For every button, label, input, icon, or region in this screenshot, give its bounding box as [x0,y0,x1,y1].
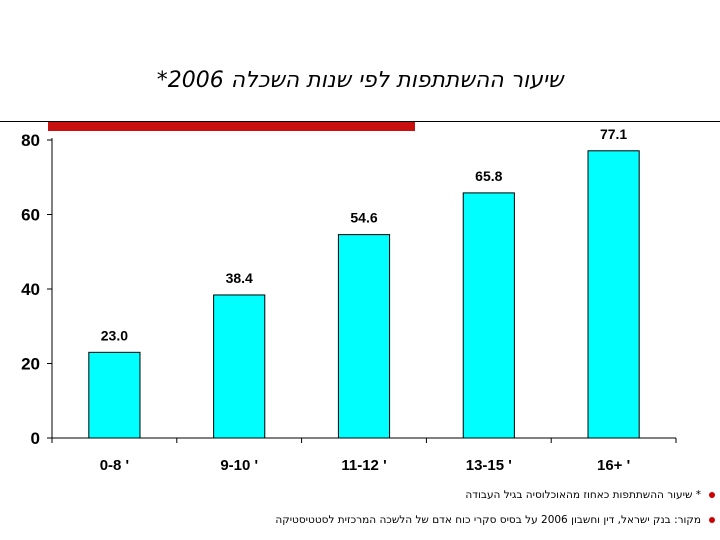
decorative-red-bar [48,122,415,131]
footnote-definition: * שיעור ההשתתפות כאחוז מהאוכלוסיה בגיל ה… [465,489,715,501]
y-tick-label: 60 [21,206,40,225]
data-label: 77.1 [600,126,627,142]
category-label: 16+ ' [597,457,630,474]
chart-bars [88,150,640,439]
bullet-icon [709,517,715,523]
data-label: 65.8 [475,168,502,184]
category-label: 11-12 ' [341,457,386,474]
bar [337,234,391,439]
bullet-icon [709,492,715,498]
chart-title: שיעור ההשתתפות לפי שנות השכלה 2006* [156,68,564,93]
data-label: 54.6 [350,210,377,226]
header-divider [0,121,720,122]
bar [88,351,141,439]
bar [587,150,640,439]
data-label: 38.4 [226,270,253,286]
data-label: 23.0 [101,327,128,343]
bar [213,294,266,439]
category-label: 13-15 ' [466,457,512,474]
y-tick-label: 80 [21,131,40,150]
category-label: 9-10 ' [220,457,258,474]
category-label: 0-8 ' [100,457,129,474]
y-tick-label: 40 [21,280,40,299]
footnote-source: מקור: בנק ישראל, דין וחשבון 2006 על בסיס… [275,514,715,526]
y-tick-label: 0 [31,429,40,448]
chart-labels: 23.0 0-8 ' 38.4 9-10 ' 54.6 11-12 ' 65.8 13-15 … [100,126,631,474]
y-tick-label: 20 [21,355,40,374]
bar [462,192,515,439]
